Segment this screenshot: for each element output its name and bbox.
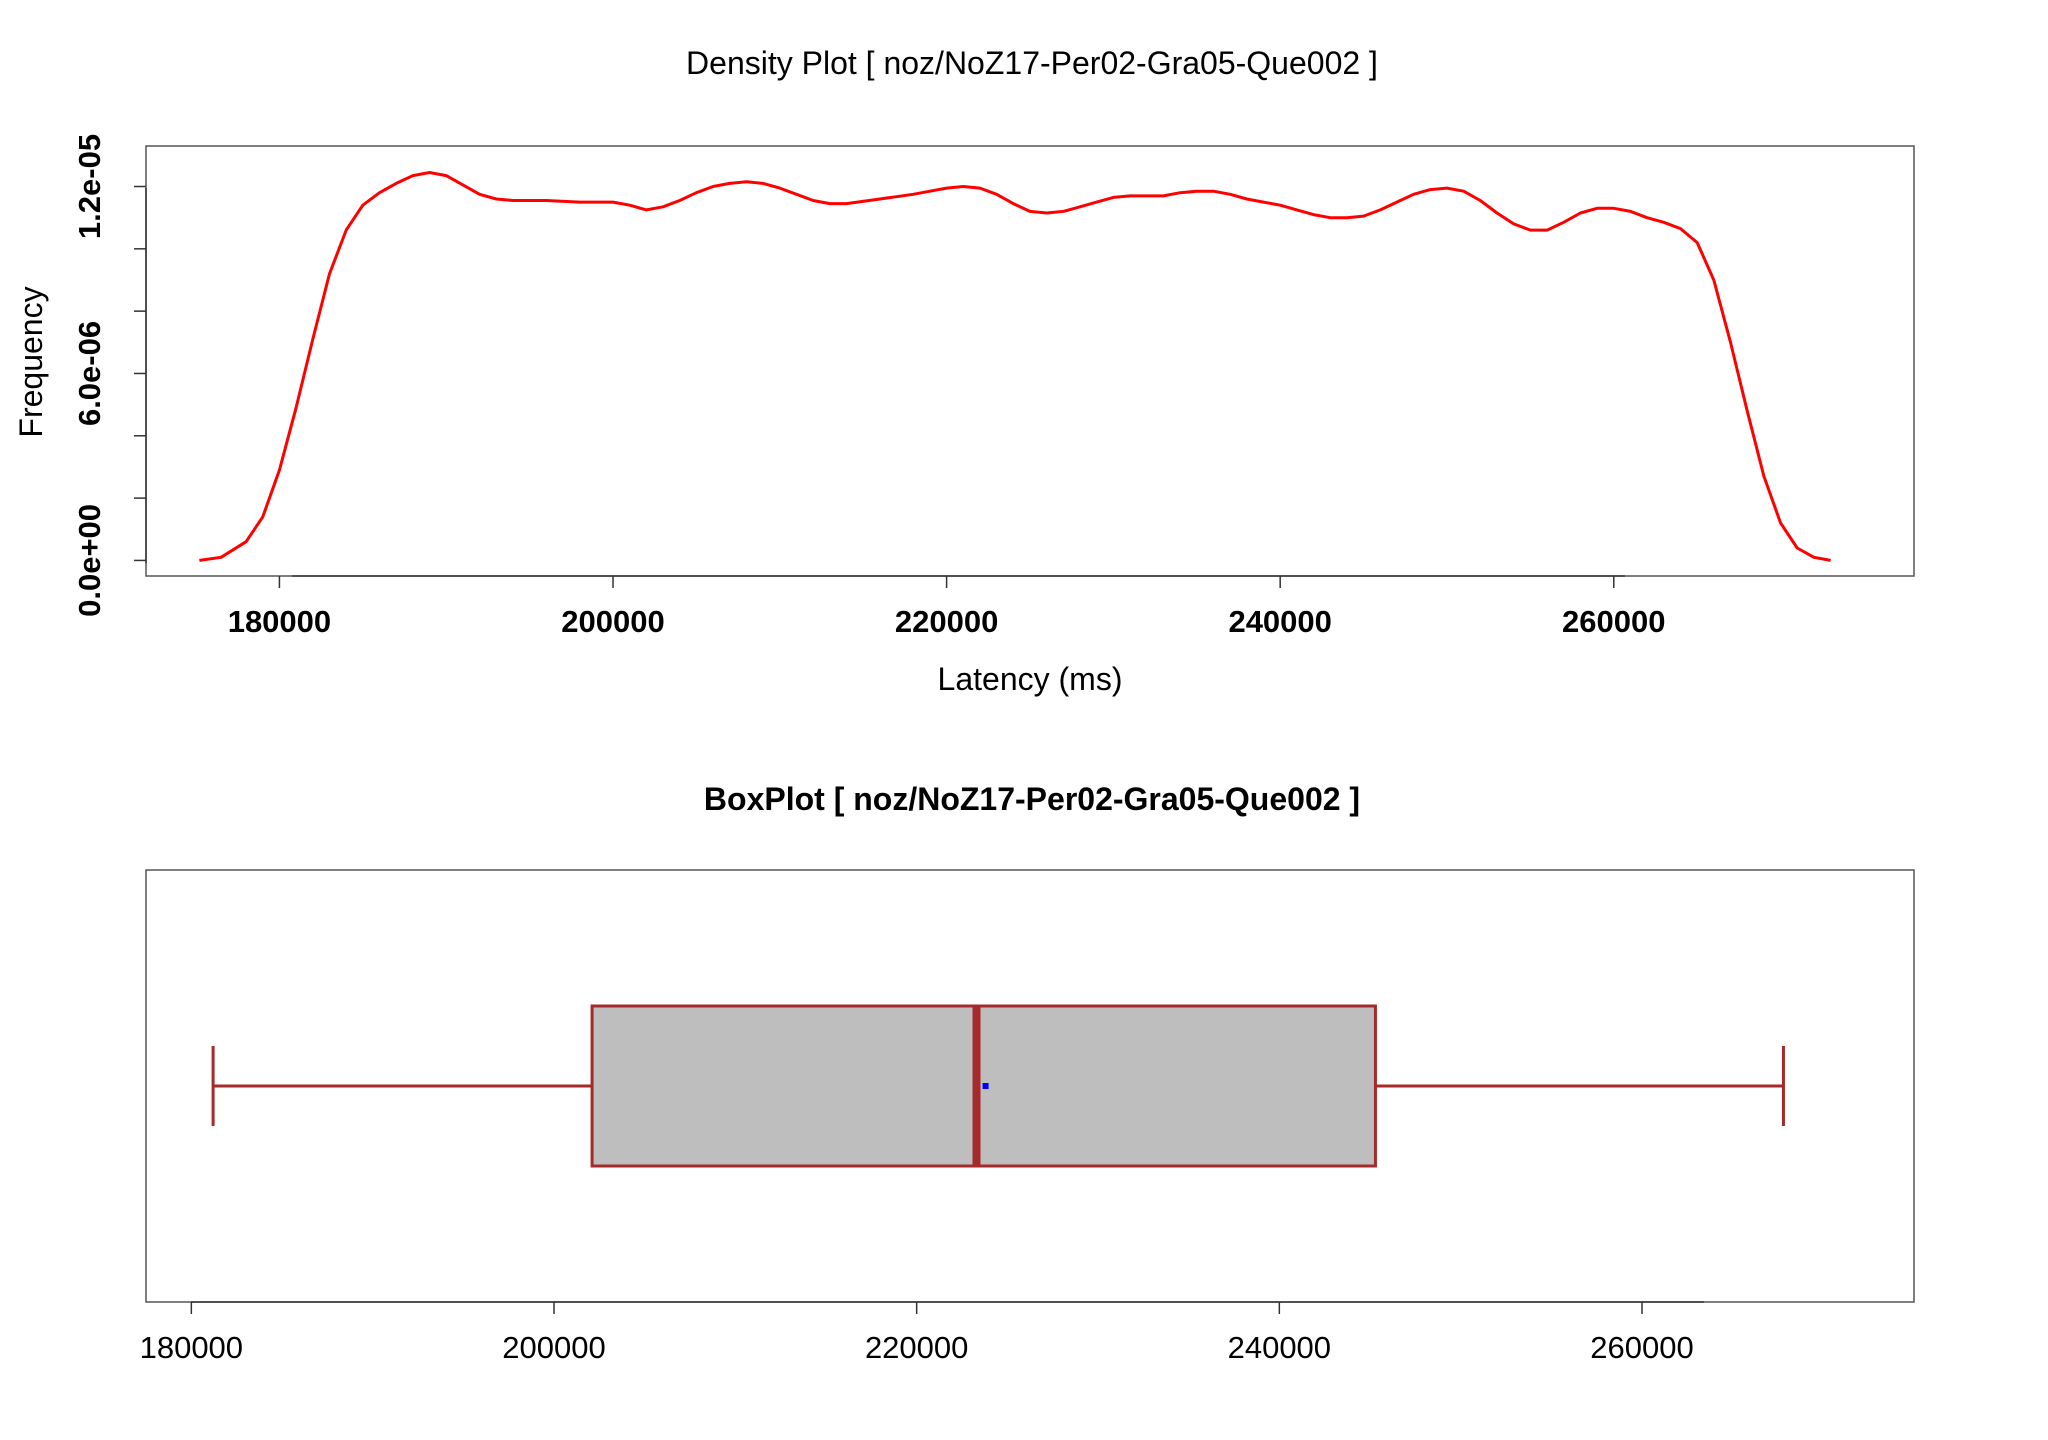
density-panel: Density Plot [ noz/NoZ17-Per02-Gra05-Que… — [13, 45, 1915, 697]
boxplot-x-tick-label: 200000 — [502, 1330, 605, 1365]
density-curve — [199, 171, 1831, 562]
density-x-axis-label: Latency (ms) — [938, 661, 1123, 697]
density-x-tick-label: 260000 — [1562, 604, 1665, 639]
boxplot-title: BoxPlot [ noz/NoZ17-Per02-Gra05-Que002 ] — [704, 781, 1360, 817]
boxplot-x-tick-label: 220000 — [865, 1330, 968, 1365]
density-y-ticks: 0.0e+00 6.0e-06 1.2e-05 — [72, 134, 146, 617]
boxplot-x-tick-label: 240000 — [1228, 1330, 1331, 1365]
density-x-tick-label: 240000 — [1228, 604, 1331, 639]
boxplot-x-tick-label: 260000 — [1590, 1330, 1693, 1365]
density-y-tick-label: 0.0e+00 — [72, 504, 107, 617]
density-x-tick-label: 220000 — [895, 604, 998, 639]
density-y-tick-label: 6.0e-06 — [72, 321, 107, 426]
density-title: Density Plot [ noz/NoZ17-Per02-Gra05-Que… — [686, 45, 1378, 81]
boxplot-x-tick-label: 180000 — [140, 1330, 243, 1365]
density-x-ticks: 180000 200000 220000 240000 260000 — [228, 576, 1666, 639]
density-y-tick-label: 1.2e-05 — [72, 134, 107, 239]
density-x-tick-label: 180000 — [228, 604, 331, 639]
mean-marker — [982, 1083, 989, 1089]
density-x-tick-label: 200000 — [561, 604, 664, 639]
box-panel: BoxPlot [ noz/NoZ17-Per02-Gra05-Que002 ]… — [140, 781, 1915, 1365]
density-y-axis-label: Frequency — [13, 286, 49, 437]
boxplot-x-ticks: 180000 200000 220000 240000 260000 — [140, 1302, 1694, 1365]
